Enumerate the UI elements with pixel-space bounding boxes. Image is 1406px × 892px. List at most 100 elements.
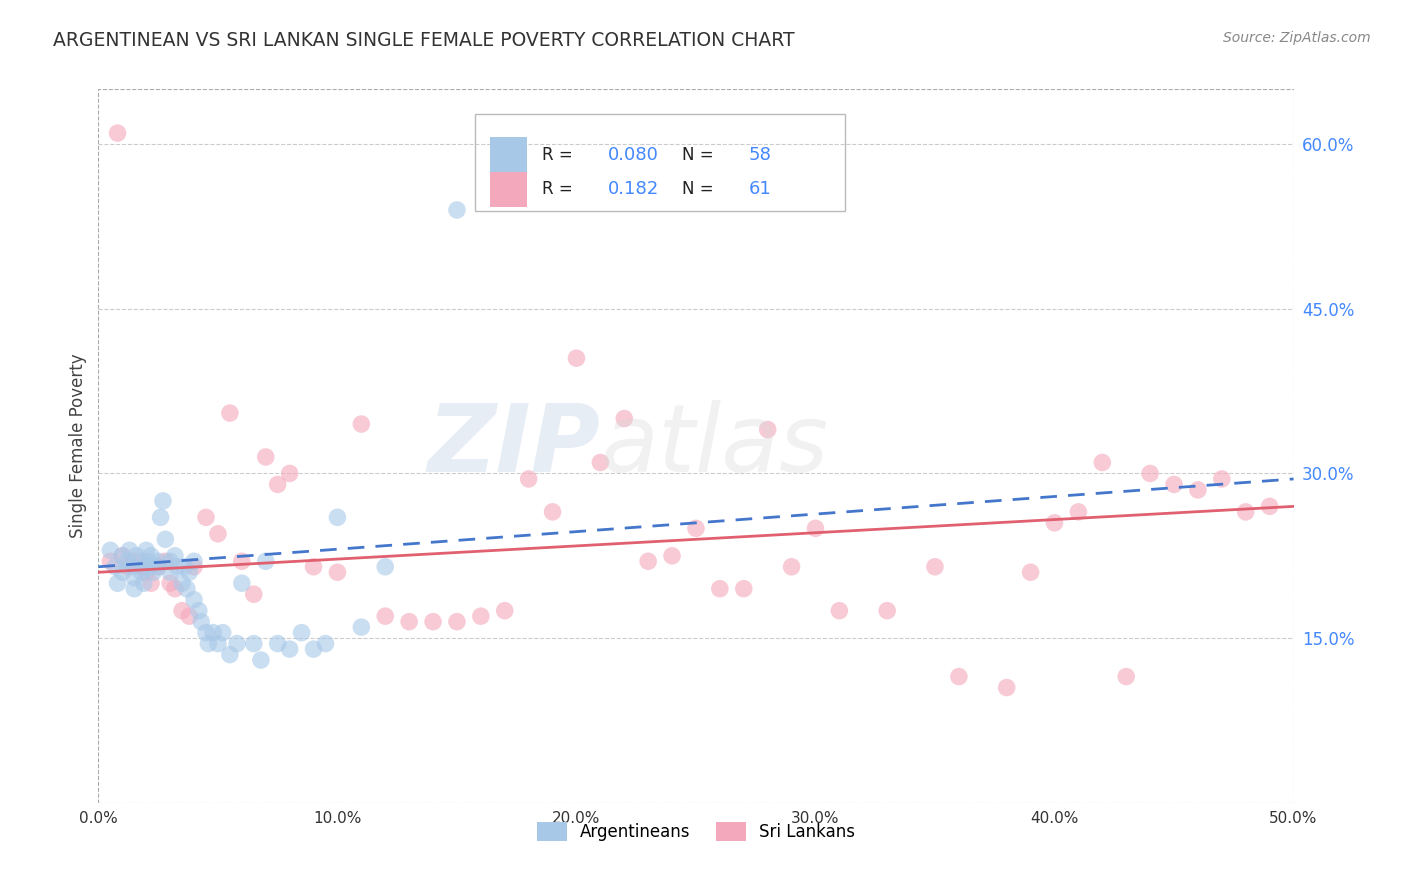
- Point: [163, 549, 186, 563]
- Point: [1163, 477, 1185, 491]
- Point: [197, 637, 219, 651]
- Text: atlas: atlas: [600, 401, 828, 491]
- Point: [350, 417, 373, 431]
- Point: [159, 566, 181, 580]
- Point: [446, 202, 468, 217]
- Point: [1139, 467, 1161, 481]
- Text: ARGENTINEAN VS SRI LANKAN SINGLE FEMALE POVERTY CORRELATION CHART: ARGENTINEAN VS SRI LANKAN SINGLE FEMALE …: [53, 31, 794, 50]
- Point: [254, 554, 277, 568]
- Point: [163, 582, 186, 596]
- Point: [250, 653, 273, 667]
- Point: [173, 559, 195, 574]
- Point: [124, 554, 146, 568]
- Point: [1067, 505, 1090, 519]
- Point: [155, 554, 177, 568]
- Point: [637, 554, 659, 568]
- Point: [1091, 455, 1114, 469]
- Point: [139, 576, 162, 591]
- Point: [278, 642, 301, 657]
- Point: [183, 559, 205, 574]
- Point: [302, 642, 325, 657]
- Point: [267, 637, 290, 651]
- Point: [172, 604, 194, 618]
- Point: [115, 559, 138, 574]
- Point: [709, 582, 731, 596]
- Point: [446, 615, 468, 629]
- Point: [1115, 669, 1137, 683]
- Text: ZIP: ZIP: [427, 400, 600, 492]
- Point: [1258, 500, 1281, 514]
- Point: [104, 559, 127, 574]
- Point: [924, 559, 946, 574]
- Point: [517, 472, 540, 486]
- Point: [195, 510, 218, 524]
- Point: [148, 554, 170, 568]
- Point: [179, 609, 201, 624]
- Point: [326, 566, 349, 580]
- Point: [494, 604, 516, 618]
- Point: [183, 554, 205, 568]
- Point: [1019, 566, 1042, 580]
- Point: [148, 559, 170, 574]
- Point: [661, 549, 683, 563]
- Point: [267, 477, 290, 491]
- Text: Source: ZipAtlas.com: Source: ZipAtlas.com: [1223, 31, 1371, 45]
- Point: [350, 620, 373, 634]
- Point: [179, 566, 201, 580]
- Point: [278, 467, 301, 481]
- Point: [149, 510, 172, 524]
- Point: [131, 566, 153, 580]
- Point: [470, 609, 492, 624]
- Point: [685, 521, 707, 535]
- Point: [211, 625, 233, 640]
- Legend: Argentineans, Sri Lankans: Argentineans, Sri Lankans: [530, 815, 862, 848]
- Point: [115, 554, 138, 568]
- Point: [302, 559, 325, 574]
- Point: [374, 609, 396, 624]
- Point: [131, 559, 153, 574]
- Point: [166, 559, 188, 574]
- Point: [541, 505, 564, 519]
- Point: [613, 411, 636, 425]
- Point: [231, 576, 253, 591]
- Point: [494, 159, 516, 173]
- Point: [398, 615, 420, 629]
- Point: [135, 543, 157, 558]
- Point: [139, 549, 162, 563]
- Point: [1043, 516, 1066, 530]
- Point: [995, 681, 1018, 695]
- Point: [195, 625, 218, 640]
- Point: [187, 604, 209, 618]
- Point: [1187, 483, 1209, 497]
- Point: [733, 582, 755, 596]
- Point: [172, 576, 194, 591]
- Point: [124, 571, 146, 585]
- Point: [152, 494, 174, 508]
- Point: [828, 604, 851, 618]
- Point: [107, 576, 129, 591]
- Point: [207, 526, 229, 541]
- Point: [315, 637, 337, 651]
- Point: [98, 543, 122, 558]
- Point: [142, 566, 165, 580]
- Point: [159, 576, 181, 591]
- Point: [138, 554, 160, 568]
- Point: [231, 554, 253, 568]
- Point: [202, 625, 225, 640]
- Point: [176, 582, 198, 596]
- Point: [135, 559, 157, 574]
- Point: [219, 406, 242, 420]
- Point: [780, 559, 803, 574]
- Point: [374, 559, 396, 574]
- Point: [226, 637, 249, 651]
- Point: [1211, 472, 1233, 486]
- Point: [155, 533, 177, 547]
- Point: [131, 554, 153, 568]
- Point: [125, 549, 148, 563]
- Point: [159, 554, 181, 568]
- Point: [1234, 505, 1257, 519]
- Point: [422, 615, 444, 629]
- Point: [190, 615, 212, 629]
- Point: [183, 592, 205, 607]
- Point: [243, 637, 266, 651]
